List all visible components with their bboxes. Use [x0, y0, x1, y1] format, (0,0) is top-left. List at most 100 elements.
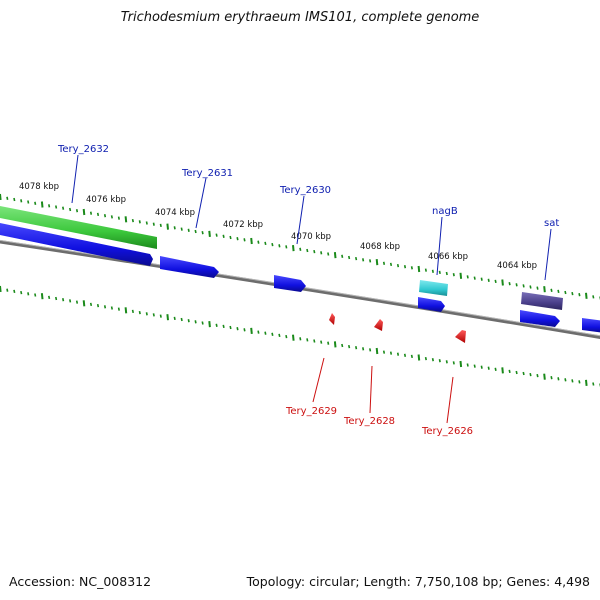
forward-scale-tick — [550, 288, 553, 292]
gene-label-tery-2628[interactable]: Tery_2628 — [343, 416, 395, 427]
forward-scale-tick — [369, 259, 372, 263]
reverse-scale-tick — [96, 303, 100, 308]
forward-scale-tick — [222, 234, 225, 238]
forward-scale-tick — [236, 237, 239, 241]
reverse-scale-tick — [285, 334, 288, 339]
forward-scale-tick — [0, 193, 2, 201]
cds-feature[interactable] — [582, 318, 600, 333]
reverse-scale-tick — [438, 359, 441, 363]
forward-scale-tick — [592, 295, 595, 299]
reverse-scale-tick — [194, 320, 197, 324]
nagB-feature[interactable] — [419, 280, 448, 296]
forward-scale-tick — [229, 235, 232, 240]
reverse-scale-tick — [229, 325, 232, 330]
forward-scale-tick — [494, 279, 497, 284]
forward-scale-tick — [20, 199, 23, 203]
forward-scale-tick — [571, 291, 574, 296]
gene-label-tery-2631[interactable]: Tery_2631 — [181, 168, 233, 179]
gene-label-nagb[interactable]: nagB — [432, 206, 458, 217]
cds-feature[interactable] — [520, 310, 560, 327]
forward-scale-tick — [501, 279, 504, 286]
reverse-scale-tick — [89, 302, 93, 307]
forward-scale-tick — [410, 266, 413, 270]
reverse-gene-labels: Tery_2629 Tery_2628 Tery_2626 — [285, 406, 473, 437]
reverse-scale-tick — [34, 293, 37, 297]
cds-feature[interactable] — [0, 222, 153, 266]
forward-scale-tick — [152, 222, 155, 226]
reverse-scale-tick — [173, 316, 176, 321]
reverse-scale-tick — [355, 346, 358, 350]
reverse-feature[interactable] — [329, 313, 335, 325]
forward-scale-tick — [124, 216, 128, 223]
forward-scale-tick — [48, 204, 51, 208]
forward-scale-tick — [138, 220, 141, 224]
reverse-scale-tick — [110, 306, 113, 310]
tick-label: 4072 kbp — [223, 220, 263, 230]
forward-scale-tick — [13, 197, 16, 202]
forward-scale-tick — [543, 286, 546, 293]
reverse-feature[interactable] — [374, 319, 383, 331]
reverse-scale-tick — [522, 371, 525, 376]
cds-feature[interactable] — [418, 297, 445, 312]
gene-label-tery-2630[interactable]: Tery_2630 — [279, 185, 331, 196]
tick-label: 4076 kbp — [86, 195, 126, 205]
tick-label: 4068 kbp — [360, 242, 400, 252]
reverse-scale-tick — [187, 319, 190, 323]
forward-scale-tick — [424, 268, 427, 272]
reverse-scale-tick — [592, 382, 595, 386]
reverse-scale-tick — [124, 307, 128, 314]
forward-scale-tick — [110, 215, 113, 219]
genome-summary-text: Topology: circular; Length: 7,750,108 bp… — [246, 574, 590, 589]
forward-callouts — [71, 154, 552, 281]
reverse-scale-tick — [145, 312, 148, 316]
gene-label-tery-2632[interactable]: Tery_2632 — [57, 144, 109, 155]
forward-scale-tick — [131, 218, 134, 223]
forward-scale-tick — [55, 205, 58, 209]
forward-scale-tick — [62, 206, 65, 210]
forward-scale-tick — [117, 216, 120, 220]
gene-label-sat[interactable]: sat — [544, 218, 559, 229]
reverse-scale-tick — [320, 340, 323, 344]
forward-scale-tick — [515, 283, 518, 287]
reverse-scale-tick — [501, 367, 504, 374]
forward-scale-tick — [299, 247, 302, 251]
cds-feature[interactable] — [274, 275, 306, 292]
reverse-scale-tick — [138, 310, 141, 315]
forward-scale-tick — [6, 196, 9, 200]
forward-scale-tick — [382, 261, 386, 265]
forward-scale-tick — [292, 245, 295, 252]
forward-scale-tick — [564, 290, 567, 295]
reverse-scale-tick — [69, 299, 72, 303]
reverse-scale-tick — [480, 365, 483, 369]
reverse-scale-tick — [362, 347, 365, 351]
reverse-scale-tick — [341, 343, 344, 348]
reverse-scale-tick — [208, 321, 211, 328]
reverse-scale-tick — [536, 373, 539, 378]
sat-feature[interactable] — [521, 292, 563, 310]
reverse-scale-tick — [62, 298, 65, 302]
reverse-scale-tick — [578, 380, 581, 384]
reverse-scale-tick — [508, 369, 511, 374]
tick-label: 4066 kbp — [428, 252, 468, 262]
forward-scale-tick — [459, 272, 463, 279]
reverse-scale-tick — [313, 339, 316, 343]
cds-feature[interactable] — [160, 256, 219, 278]
gene-label-tery-2626[interactable]: Tery_2626 — [421, 426, 473, 437]
reverse-scale-tick — [215, 323, 218, 327]
forward-scale-tick — [278, 244, 281, 248]
forward-scale-tick — [180, 227, 183, 231]
green-feature[interactable] — [0, 205, 157, 249]
gene-label-tery-2629[interactable]: Tery_2629 — [285, 406, 337, 417]
forward-scale-tick — [173, 226, 176, 230]
forward-scale-tick — [145, 221, 148, 225]
reverse-scale-tick — [278, 333, 281, 338]
reverse-feature[interactable] — [455, 330, 466, 343]
reverse-scale-tick — [333, 341, 337, 348]
reverse-scale-tick — [117, 307, 120, 311]
reverse-scale-tick — [487, 366, 490, 370]
reverse-scale-tick — [27, 292, 30, 296]
tick-label: 4078 kbp — [19, 182, 59, 192]
reverse-scale-tick — [382, 350, 386, 354]
forward-scale-tick — [215, 233, 218, 237]
accession-text: Accession: NC_008312 — [9, 574, 152, 589]
